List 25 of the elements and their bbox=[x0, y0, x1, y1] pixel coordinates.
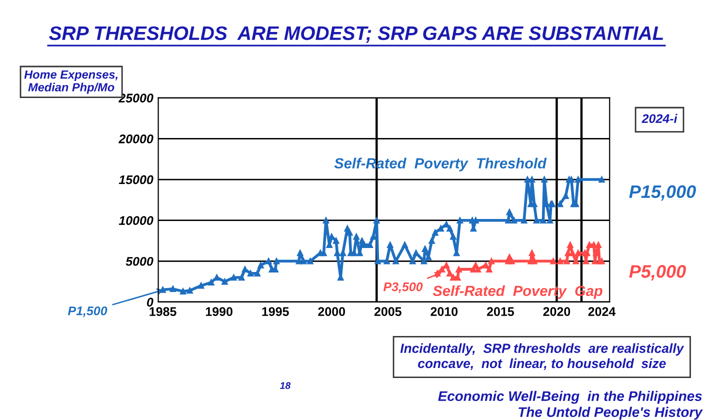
annotation: P3,500 bbox=[383, 282, 423, 294]
x-tick-label: 2000 bbox=[318, 307, 346, 316]
x-tick-label: 2005 bbox=[374, 307, 402, 316]
y-tick-label: 0 bbox=[146, 298, 154, 307]
y-tick-label: 10000 bbox=[118, 216, 154, 225]
text: Economic Well-Being in the Philippines The Untold People's History bbox=[438, 390, 703, 420]
annotation: P1,500 bbox=[68, 306, 108, 318]
chart-title: SRP THRESHOLDS ARE MODEST; SRP GAPS ARE SUBSTANTIAL bbox=[49, 26, 664, 43]
x-tick-label: 2020 bbox=[543, 307, 570, 316]
text: Incidentally, SRP thresholds are realistically concave, not linear, to household size bbox=[400, 343, 684, 370]
text: 18 bbox=[280, 382, 291, 390]
y-tick-label: 20000 bbox=[118, 134, 154, 144]
y-tick-label: 25000 bbox=[118, 94, 154, 103]
x-tick-label: 2010 bbox=[430, 307, 458, 316]
x-tick-label: 2015 bbox=[486, 307, 514, 316]
text: 2024-i bbox=[642, 114, 678, 124]
y-tick-label: 5000 bbox=[126, 256, 154, 266]
x-tick-label: 1995 bbox=[262, 307, 289, 316]
text: P5,000 bbox=[629, 265, 686, 280]
text: P15,000 bbox=[629, 185, 696, 201]
y-tick-label: 15000 bbox=[118, 175, 154, 184]
y-axis-title: Home Expenses, Median Php/Mo bbox=[24, 70, 118, 94]
x-tick-label: 1990 bbox=[206, 307, 232, 316]
x-tick-label: 2024 bbox=[588, 307, 616, 316]
x-tick-label: 1985 bbox=[150, 307, 176, 316]
